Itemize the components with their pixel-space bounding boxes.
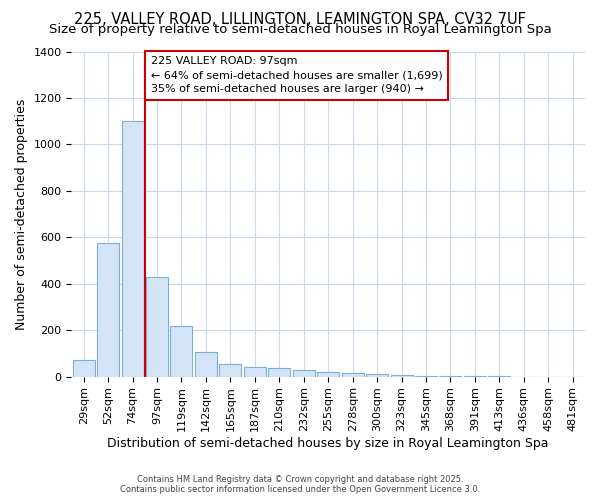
Text: 225 VALLEY ROAD: 97sqm
← 64% of semi-detached houses are smaller (1,699)
35% of : 225 VALLEY ROAD: 97sqm ← 64% of semi-det… (151, 56, 443, 94)
Bar (317, 372, 339, 376)
Bar (268, 368, 290, 376)
Text: 225, VALLEY ROAD, LILLINGTON, LEAMINGTON SPA, CV32 7UF: 225, VALLEY ROAD, LILLINGTON, LEAMINGTON… (74, 12, 526, 28)
Bar (146, 276, 168, 376)
Bar (220, 364, 241, 376)
Y-axis label: Number of semi-detached properties: Number of semi-detached properties (15, 98, 28, 330)
Bar (73, 360, 95, 376)
Bar (122, 121, 143, 376)
Bar (244, 368, 266, 376)
Bar (341, 373, 364, 376)
Bar (366, 374, 388, 376)
Bar (293, 370, 315, 376)
Bar (195, 352, 217, 376)
Bar (170, 326, 193, 376)
X-axis label: Distribution of semi-detached houses by size in Royal Leamington Spa: Distribution of semi-detached houses by … (107, 437, 549, 450)
Bar (97, 243, 119, 376)
Text: Contains HM Land Registry data © Crown copyright and database right 2025.
Contai: Contains HM Land Registry data © Crown c… (120, 474, 480, 494)
Text: Size of property relative to semi-detached houses in Royal Leamington Spa: Size of property relative to semi-detach… (49, 22, 551, 36)
